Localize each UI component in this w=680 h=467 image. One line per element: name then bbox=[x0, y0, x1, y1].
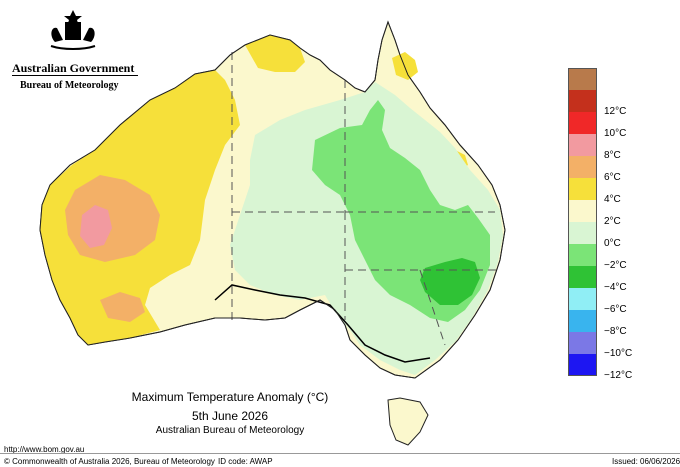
map-date: 5th June 2026 bbox=[191, 409, 269, 423]
legend-label: 10°C bbox=[604, 128, 627, 139]
legend-label: −8°C bbox=[604, 326, 627, 337]
map-title: Maximum Temperature Anomaly (°C) bbox=[131, 390, 329, 404]
legend-swatch bbox=[568, 112, 597, 134]
agency-name: Bureau of Meteorology bbox=[20, 80, 119, 91]
warmer-anomaly-southwest bbox=[100, 292, 145, 322]
legend-label: 8°C bbox=[604, 150, 621, 161]
logo-divider bbox=[12, 75, 138, 76]
coat-of-arms-icon bbox=[50, 10, 96, 50]
legend-swatch bbox=[568, 90, 597, 112]
legend-label: −10°C bbox=[604, 348, 633, 359]
government-name: Australian Government bbox=[12, 61, 135, 75]
legend-label: 12°C bbox=[604, 106, 627, 117]
legend-label: 0°C bbox=[604, 238, 621, 249]
footer-idcode: ID code: AWAP bbox=[218, 457, 273, 466]
color-legend bbox=[568, 68, 597, 376]
tasmania bbox=[387, 397, 429, 446]
legend-label: −2°C bbox=[604, 260, 627, 271]
legend-label: −12°C bbox=[604, 370, 633, 381]
legend-swatch bbox=[568, 266, 597, 288]
map-credit: Australian Bureau of Meteorology bbox=[155, 425, 305, 436]
legend-label: 2°C bbox=[604, 216, 621, 227]
legend-swatch bbox=[568, 222, 597, 244]
legend-swatch bbox=[568, 354, 597, 376]
legend-swatch bbox=[568, 156, 597, 178]
hottest-anomaly-pilbara bbox=[80, 205, 112, 248]
footer-divider bbox=[0, 453, 680, 454]
zero-contour bbox=[214, 284, 431, 363]
footer-copyright: © Commonwealth of Australia 2026, Bureau… bbox=[4, 457, 215, 466]
legend-swatch bbox=[568, 178, 597, 200]
legend-label: 6°C bbox=[604, 172, 621, 183]
legend-label: −4°C bbox=[604, 282, 627, 293]
legend-label: 4°C bbox=[604, 194, 621, 205]
legend-swatch bbox=[568, 332, 597, 354]
coastline bbox=[39, 20, 506, 379]
legend-swatch bbox=[568, 288, 597, 310]
legend-swatch bbox=[568, 310, 597, 332]
legend-swatch bbox=[568, 68, 597, 90]
footer-issued: Issued: 06/06/2026 bbox=[612, 457, 680, 466]
warm-anomaly-north bbox=[245, 35, 305, 72]
state-borders bbox=[231, 52, 500, 346]
legend-swatch bbox=[568, 244, 597, 266]
legend-swatch bbox=[568, 134, 597, 156]
warm-anomaly-cape-york bbox=[392, 52, 418, 80]
legend-swatch bbox=[568, 200, 597, 222]
footer-url[interactable]: http://www.bom.gov.au bbox=[4, 445, 85, 454]
legend-label: −6°C bbox=[604, 304, 627, 315]
